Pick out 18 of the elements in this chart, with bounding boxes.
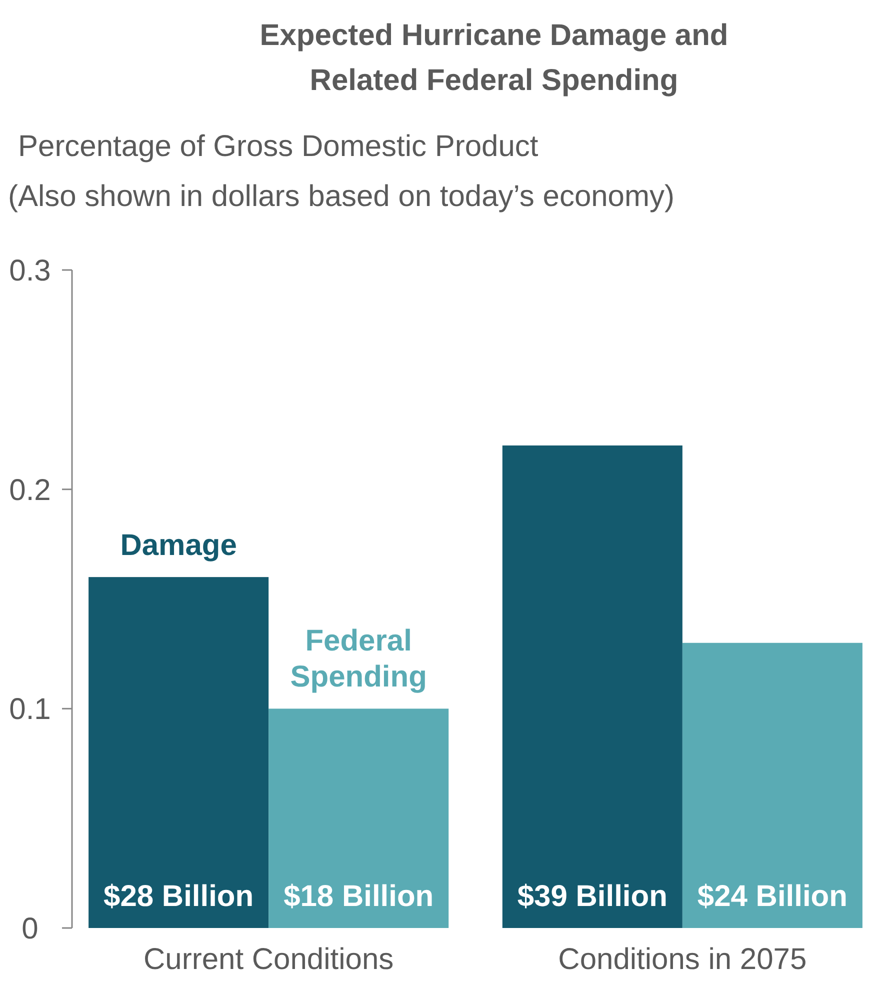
series-label: Damage <box>120 529 237 562</box>
bar <box>682 642 862 928</box>
y-tick-label: 0.2 <box>9 474 51 507</box>
y-tick-label: 0.1 <box>9 693 51 726</box>
annotation: $18 Billion <box>284 880 434 914</box>
bar <box>502 445 682 928</box>
chart-title: Expected Hurricane Damage and Related Federal Spending <box>260 19 728 97</box>
y-tick-label: 0.3 <box>9 254 51 288</box>
series-label: Federal Spending <box>290 624 427 694</box>
annotation: $39 Billion <box>517 880 668 914</box>
y-tick-label: 0 <box>22 912 38 946</box>
bar <box>268 708 449 928</box>
annotation: $24 Billion <box>697 880 848 914</box>
x-tick-label: Conditions in 2075 <box>558 943 807 976</box>
x-tick-label: Current Conditions <box>144 943 394 976</box>
y-axis-title: Percentage of Gross Domestic Product (Also shown in dollars based on today’s economy) <box>8 130 674 213</box>
bar <box>88 577 269 928</box>
annotation: $28 Billion <box>104 880 254 914</box>
